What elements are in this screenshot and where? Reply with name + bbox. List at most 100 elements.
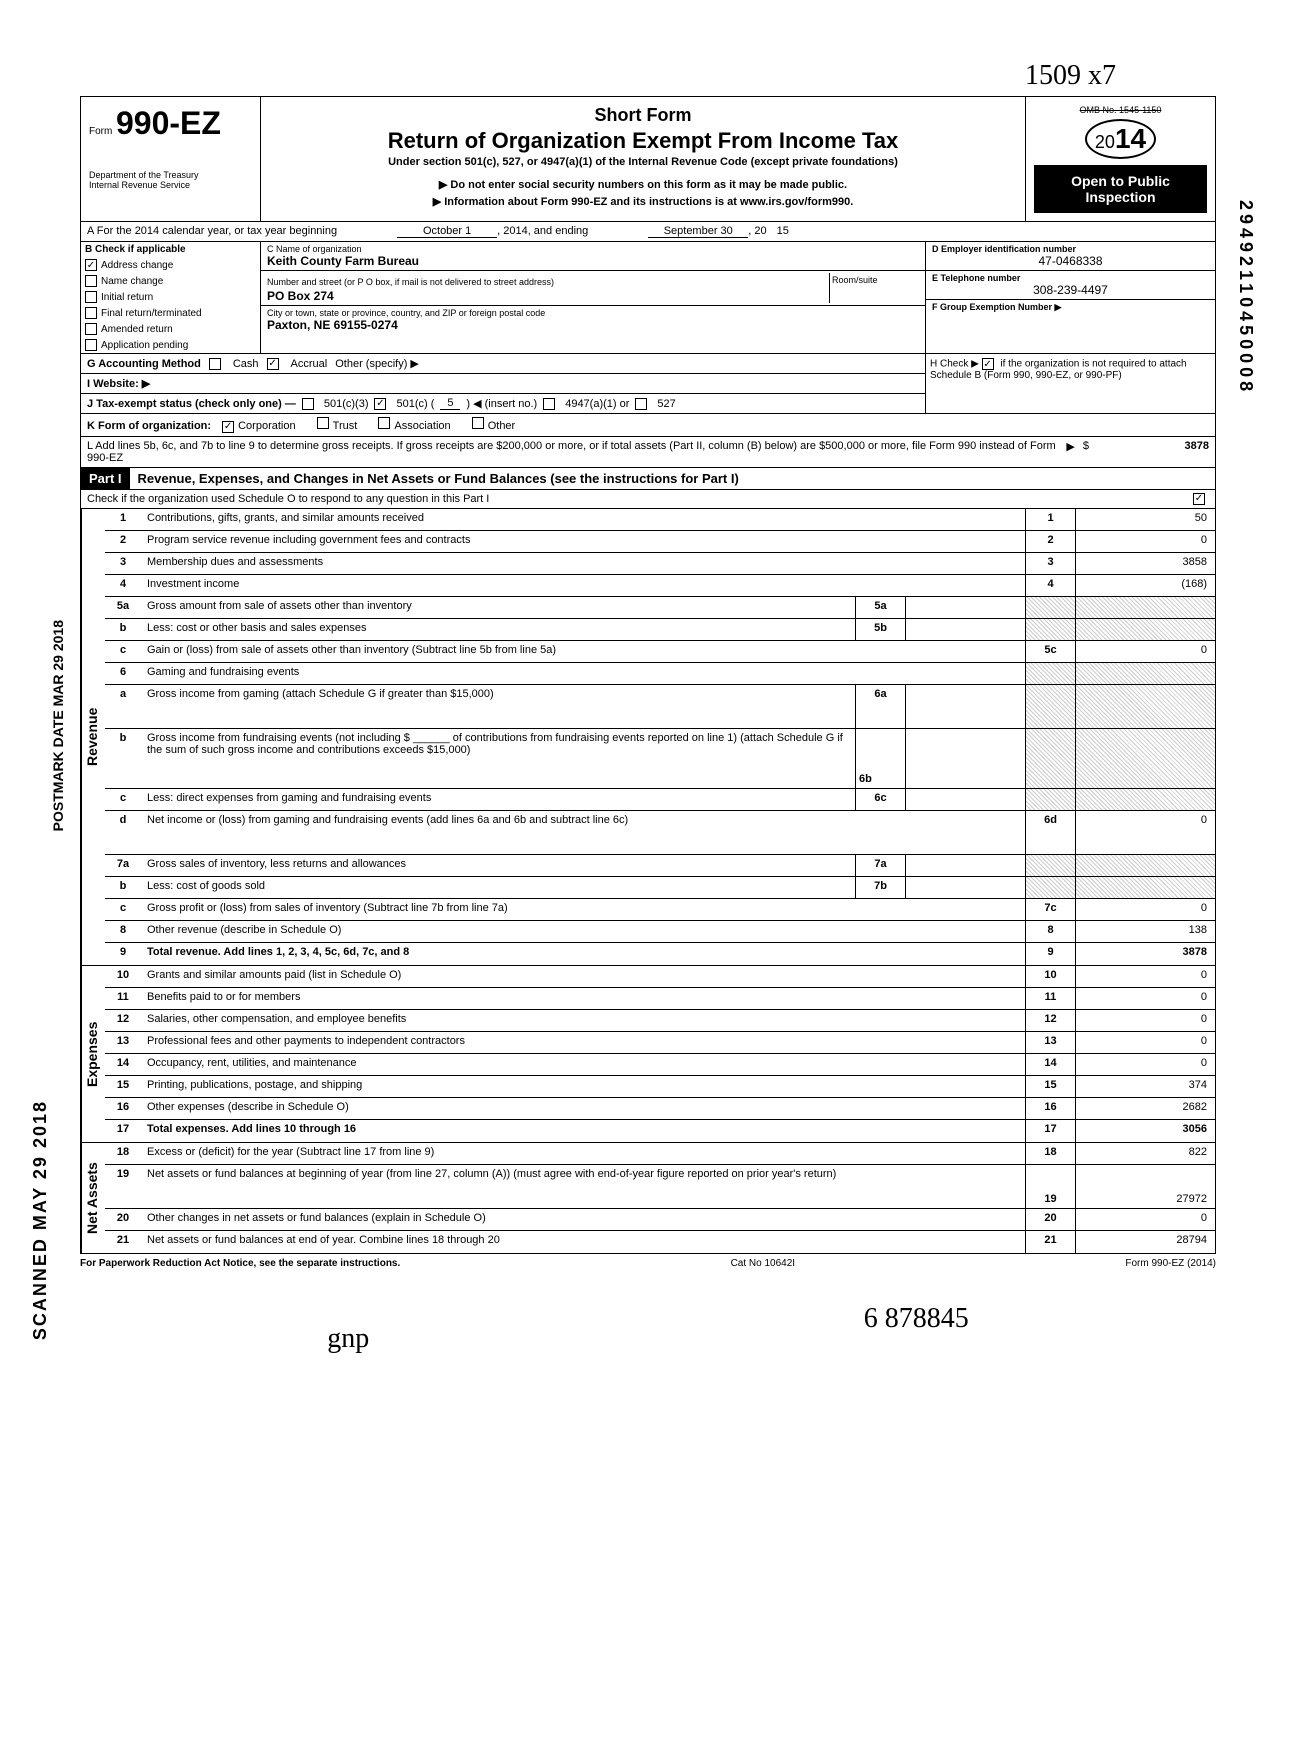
line-7c-val: 0 [1075, 899, 1215, 920]
line-9-num: 9 [105, 943, 141, 965]
line-19-num: 19 [105, 1165, 141, 1208]
line-6-num: 6 [105, 663, 141, 684]
line-8-num: 8 [105, 921, 141, 942]
line-18-val: 822 [1075, 1143, 1215, 1164]
check-initial-return[interactable] [85, 291, 97, 303]
line-6-shade [1025, 663, 1075, 684]
line-18-desc: Excess or (deficit) for the year (Subtra… [141, 1143, 1025, 1164]
check-cash[interactable] [209, 358, 221, 370]
check-pending[interactable] [85, 339, 97, 351]
label-other-org: Other [488, 420, 516, 432]
line-9-val: 3878 [1075, 943, 1215, 965]
line-5a-mb: 5a [855, 597, 905, 618]
check-name-change[interactable] [85, 275, 97, 287]
line-6c-mb: 6c [855, 789, 905, 810]
row-l-text: L Add lines 5b, 6c, and 7b to line 9 to … [87, 440, 1058, 464]
check-501c3[interactable] [302, 398, 314, 410]
part1-label: Part I [81, 468, 130, 489]
check-schedule-o[interactable]: ✓ [1193, 493, 1205, 505]
subtitle: Under section 501(c), 527, or 4947(a)(1)… [269, 156, 1017, 168]
gross-receipts: 3878 [1089, 440, 1209, 464]
line-7a-shade2 [1075, 855, 1215, 876]
expenses-label: Expenses [81, 966, 105, 1142]
handwritten-top: 1509 x7 [80, 60, 1216, 92]
dept-irs: Internal Revenue Service [89, 180, 252, 190]
check-final-return[interactable] [85, 307, 97, 319]
footer-right: Form 990-EZ (2014) [1125, 1258, 1216, 1269]
form-header: Form 990-EZ Department of the Treasury I… [80, 96, 1216, 221]
ein-value: 47-0468338 [932, 254, 1209, 268]
row-i: I Website: ▶ [80, 373, 926, 393]
line-4-desc: Investment income [141, 575, 1025, 596]
line-13-val: 0 [1075, 1032, 1215, 1053]
line-5a-desc: Gross amount from sale of assets other t… [141, 597, 855, 618]
line-7b-num: b [105, 877, 141, 898]
line-4-box: 4 [1025, 575, 1075, 596]
line-2-num: 2 [105, 531, 141, 552]
check-assoc[interactable] [378, 417, 390, 429]
main-title: Return of Organization Exempt From Incom… [269, 128, 1017, 154]
name-label: C Name of organization [267, 244, 919, 254]
line-6a-num: a [105, 685, 141, 728]
h-check-label: H Check ▶ [930, 359, 979, 370]
line-19-desc: Net assets or fund balances at beginning… [141, 1165, 1025, 1208]
check-accrual[interactable]: ✓ [267, 358, 279, 370]
label-527: 527 [657, 398, 675, 410]
line-12-desc: Salaries, other compensation, and employ… [141, 1010, 1025, 1031]
form-org-label: K Form of organization: [87, 420, 211, 432]
label-assoc: Association [394, 420, 450, 432]
tax-year-begin: October 1 [397, 225, 497, 238]
line-5c-num: c [105, 641, 141, 662]
line-11-num: 11 [105, 988, 141, 1009]
check-amended[interactable] [85, 323, 97, 335]
line-20-box: 20 [1025, 1209, 1075, 1230]
line-9-box: 9 [1025, 943, 1075, 965]
line-6c-num: c [105, 789, 141, 810]
line-5a-shade [1025, 597, 1075, 618]
calendar-mid: , 2014, and ending [497, 225, 588, 238]
check-address-change[interactable]: ✓ [85, 259, 97, 271]
line-14-desc: Occupancy, rent, utilities, and maintena… [141, 1054, 1025, 1075]
line-11-desc: Benefits paid to or for members [141, 988, 1025, 1009]
line-3-desc: Membership dues and assessments [141, 553, 1025, 574]
line-19-box: 19 [1025, 1165, 1075, 1208]
line-6c-desc: Less: direct expenses from gaming and fu… [141, 789, 855, 810]
year-suffix: 14 [1115, 123, 1146, 154]
label-accrual: Accrual [291, 358, 328, 370]
check-501c[interactable]: ✓ [374, 398, 386, 410]
schedule-o-check-row: Check if the organization used Schedule … [80, 490, 1216, 509]
check-4947[interactable] [543, 398, 555, 410]
line-10-box: 10 [1025, 966, 1075, 987]
line-3-box: 3 [1025, 553, 1075, 574]
line-6b-desc: Gross income from fundraising events (no… [141, 729, 855, 788]
line-3-val: 3858 [1075, 553, 1215, 574]
check-527[interactable] [635, 398, 647, 410]
line-6b-mb: 6b [855, 729, 905, 788]
line-20-val: 0 [1075, 1209, 1215, 1230]
line-12-val: 0 [1075, 1010, 1215, 1031]
line-6b-shade2 [1075, 729, 1215, 788]
check-corp[interactable]: ✓ [222, 421, 234, 433]
line-13-box: 13 [1025, 1032, 1075, 1053]
tax-year-end-yr: 15 [777, 225, 789, 238]
line-12-num: 12 [105, 1010, 141, 1031]
line-21-box: 21 [1025, 1231, 1075, 1253]
line-6d-val: 0 [1075, 811, 1215, 854]
postmark-stamp: POSTMARK DATE MAR 29 2018 [50, 620, 66, 831]
check-trust[interactable] [317, 417, 329, 429]
line-5b-shade2 [1075, 619, 1215, 640]
line-1-box: 1 [1025, 509, 1075, 530]
line-5a-shade2 [1075, 597, 1215, 618]
schedule-o-text: Check if the organization used Schedule … [87, 493, 1173, 505]
line-6-desc: Gaming and fundraising events [141, 663, 1025, 684]
check-other-org[interactable] [472, 417, 484, 429]
line-5b-desc: Less: cost or other basis and sales expe… [141, 619, 855, 640]
check-schedule-b[interactable]: ✓ [982, 358, 994, 370]
line-4-val: (168) [1075, 575, 1215, 596]
signature: gnp [327, 1323, 369, 1355]
scanned-stamp: SCANNED MAY 29 2018 [30, 1100, 51, 1340]
line-16-desc: Other expenses (describe in Schedule O) [141, 1098, 1025, 1119]
line-6b-mv [905, 729, 1025, 788]
line-21-desc: Net assets or fund balances at end of ye… [141, 1231, 1025, 1253]
line-12-box: 12 [1025, 1010, 1075, 1031]
